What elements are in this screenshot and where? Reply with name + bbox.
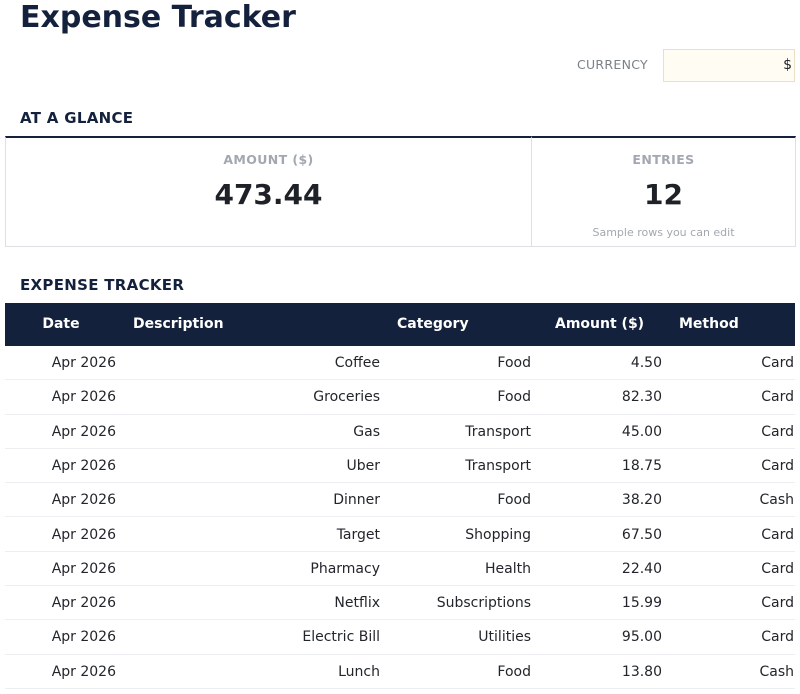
table-cell: 95.00 xyxy=(621,629,662,646)
table-cell: Uber xyxy=(346,457,380,474)
card-label: AMOUNT ($) xyxy=(223,152,314,167)
table-cell: 15.99 xyxy=(621,595,662,612)
table-row: Apr 2026 Coffee Food 4.50 Card xyxy=(5,346,795,381)
table-cell: 67.50 xyxy=(621,526,662,543)
table-cell: Groceries xyxy=(313,389,380,406)
table-row: Apr 2026 Pharmacy Health 22.40 Card xyxy=(5,552,795,587)
card-value: 12 xyxy=(644,178,683,211)
table-row: Apr 2026 Groceries Food 82.30 Card xyxy=(5,380,795,415)
table-cell: Cash xyxy=(759,492,794,509)
table-cell: 82.30 xyxy=(621,389,662,406)
table-cell: Apr 2026 xyxy=(51,492,116,509)
table-cell: Food xyxy=(497,389,531,406)
card-note: Sample rows you can edit xyxy=(592,226,735,239)
table-row: Apr 2026 Gas Transport 45.00 Card xyxy=(5,415,795,449)
table-cell: Card xyxy=(761,457,794,474)
section-heading: AT A GLANCE xyxy=(20,109,134,127)
table-cell: Shopping xyxy=(465,526,531,543)
table-cell: Health xyxy=(485,560,531,577)
column-header: Amount ($) xyxy=(555,316,645,332)
table-row: Apr 2026 Netflix Subscriptions 15.99 Card xyxy=(5,586,795,621)
currency-label: CURRENCY xyxy=(576,57,648,72)
table-header: Date Description Category Amount ($) Method xyxy=(5,303,795,346)
table-cell: Coffee xyxy=(334,355,380,371)
table-cell: Netflix xyxy=(334,595,380,612)
table-row: Apr 2026 Dinner Food 38.20 Cash xyxy=(5,483,795,518)
table-cell: Card xyxy=(761,389,794,406)
table-cell: Apr 2026 xyxy=(51,663,116,680)
table-cell: Apr 2026 xyxy=(51,423,116,440)
table-cell: Card xyxy=(761,560,794,577)
table-cell: 18.75 xyxy=(621,457,662,474)
table-cell: Transport xyxy=(465,423,531,440)
table-cell: Apr 2026 xyxy=(51,629,116,646)
table-cell: Card xyxy=(761,595,794,612)
table-cell: 13.80 xyxy=(621,663,662,680)
table-cell: Transport xyxy=(465,457,531,474)
table-cell: Apr 2026 xyxy=(51,560,116,577)
table-cell: Card xyxy=(761,629,794,646)
table-row: Apr 2026 Uber Transport 18.75 Card xyxy=(5,449,795,484)
table-cell: Lunch xyxy=(338,663,380,680)
currency-input[interactable]: $ xyxy=(663,49,795,82)
table-cell: Apr 2026 xyxy=(51,526,116,543)
column-header: Method xyxy=(679,316,739,332)
card-label: ENTRIES xyxy=(632,152,695,167)
column-header: Date xyxy=(42,316,80,332)
table-cell: Electric Bill xyxy=(302,629,380,646)
table-cell: Utilities xyxy=(478,629,531,646)
table-cell: 22.40 xyxy=(621,560,662,577)
summary-card: AMOUNT ($) 473.44 xyxy=(5,136,532,247)
section-heading: EXPENSE TRACKER xyxy=(20,276,185,294)
table-cell: Gas xyxy=(353,423,380,440)
table-cell: Cash xyxy=(759,663,794,680)
table-cell: 38.20 xyxy=(621,492,662,509)
table-cell: Apr 2026 xyxy=(51,389,116,406)
summary-card: ENTRIES 12 Sample rows you can edit xyxy=(531,136,796,247)
column-header: Description xyxy=(133,316,224,332)
table-cell: 4.50 xyxy=(630,355,662,371)
table-cell: Card xyxy=(761,423,794,440)
table-cell: Dinner xyxy=(333,492,380,509)
table-cell: Card xyxy=(761,355,794,371)
table-row: Apr 2026 Electric Bill Utilities 95.00 Card xyxy=(5,620,795,655)
table-cell: Apr 2026 xyxy=(51,355,116,371)
table-cell: Target xyxy=(336,526,380,543)
card-value: 473.44 xyxy=(214,178,323,211)
table-cell: 45.00 xyxy=(621,423,662,440)
table-cell: Apr 2026 xyxy=(51,595,116,612)
table-cell: Pharmacy xyxy=(310,560,380,577)
table-cell: Food xyxy=(497,663,531,680)
table-cell: Food xyxy=(497,492,531,509)
table-cell: Apr 2026 xyxy=(51,457,116,474)
table-cell: Food xyxy=(497,355,531,371)
table-row: Apr 2026 Target Shopping 67.50 Card xyxy=(5,518,795,552)
table-cell: Subscriptions xyxy=(436,595,531,612)
table-cell: Card xyxy=(761,526,794,543)
currency-value: $ xyxy=(783,57,792,73)
table-row: Apr 2026 Lunch Food 13.80 Cash xyxy=(5,655,795,689)
column-header: Category xyxy=(397,316,469,332)
page-title: Expense Tracker xyxy=(20,0,296,35)
